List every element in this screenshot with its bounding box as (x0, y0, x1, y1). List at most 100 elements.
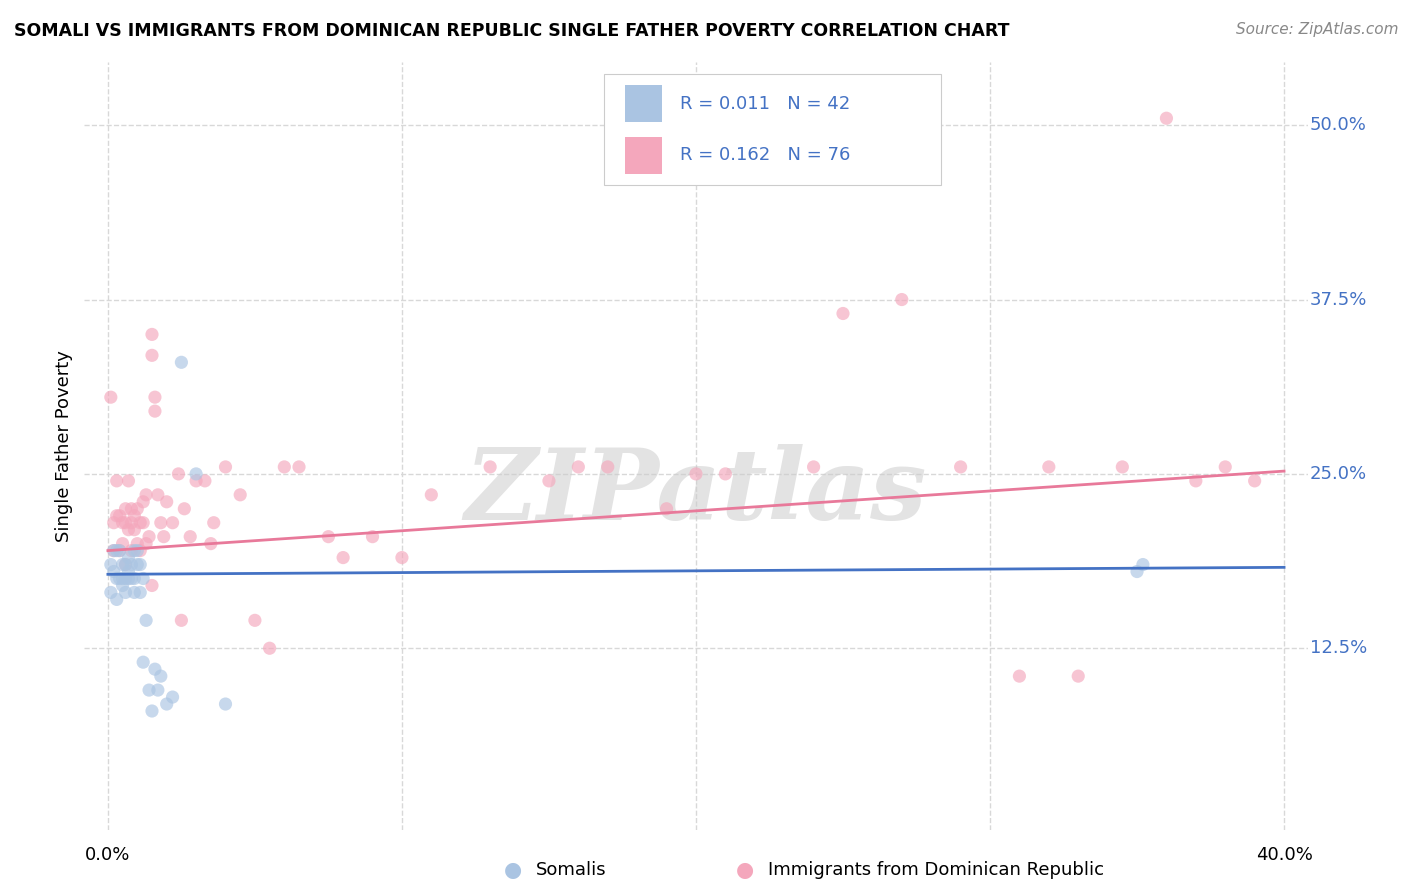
Point (170, 355, 193, 369)
Point (1008, 669, 1031, 683)
Point (141, 578, 163, 592)
Text: 12.5%: 12.5% (1310, 640, 1367, 657)
Point (117, 474, 139, 488)
Point (120, 543, 142, 558)
Point (135, 488, 157, 502)
Point (103, 543, 125, 558)
Text: R = 0.162   N = 76: R = 0.162 N = 76 (681, 146, 851, 164)
Point (127, 543, 149, 558)
Point (685, 467, 707, 481)
Point (214, 459, 236, 474)
Point (103, 565, 125, 579)
Point (1067, 669, 1090, 683)
Point (141, 704, 163, 718)
Point (117, 523, 139, 537)
Point (117, 572, 139, 586)
Text: ZIPatlas: ZIPatlas (465, 444, 927, 541)
Point (200, 536, 222, 550)
Point (138, 683, 160, 698)
Bar (626, 136, 662, 174)
Point (156, 697, 179, 711)
Point (152, 530, 174, 544)
Point (149, 516, 172, 530)
Point (143, 404, 166, 418)
Point (105, 508, 128, 523)
Point (890, 293, 912, 307)
Point (120, 572, 142, 586)
Point (141, 348, 163, 362)
Point (146, 683, 169, 698)
Point (105, 592, 128, 607)
Text: Source: ZipAtlas.com: Source: ZipAtlas.com (1236, 22, 1399, 37)
Point (105, 572, 128, 586)
Point (120, 501, 142, 516)
Point (141, 327, 163, 342)
Point (111, 536, 134, 550)
Point (229, 488, 252, 502)
Point (111, 572, 134, 586)
Point (111, 578, 134, 592)
Point (949, 459, 972, 474)
Point (143, 662, 166, 676)
Point (114, 585, 136, 599)
Point (120, 558, 142, 572)
Point (1111, 459, 1133, 474)
Y-axis label: Single Father Poverty: Single Father Poverty (55, 350, 73, 542)
Point (132, 516, 155, 530)
Point (149, 669, 172, 683)
Point (108, 508, 131, 523)
Point (132, 572, 155, 586)
Point (135, 613, 157, 627)
Point (143, 390, 166, 404)
Text: 50.0%: 50.0% (1310, 116, 1367, 134)
Point (114, 572, 136, 586)
Point (108, 572, 131, 586)
Point (537, 474, 560, 488)
Point (129, 543, 152, 558)
Point (124, 508, 146, 523)
Point (567, 459, 589, 474)
Point (127, 558, 149, 572)
Point (114, 558, 136, 572)
Point (803, 459, 825, 474)
Point (1243, 474, 1265, 488)
Point (179, 530, 201, 544)
Point (127, 536, 149, 550)
FancyBboxPatch shape (605, 74, 941, 186)
Point (1038, 459, 1060, 474)
Point (596, 459, 619, 474)
Point (120, 516, 142, 530)
Point (714, 467, 737, 481)
Point (479, 459, 502, 474)
Point (1132, 558, 1154, 572)
Point (332, 550, 354, 565)
Text: ●: ● (737, 860, 754, 880)
Point (100, 585, 122, 599)
Text: Somalis: Somalis (536, 861, 606, 879)
Point (214, 697, 236, 711)
Text: 0.0%: 0.0% (86, 847, 131, 864)
Point (243, 613, 266, 627)
Point (124, 543, 146, 558)
Text: R = 0.011   N = 42: R = 0.011 N = 42 (681, 95, 851, 113)
Point (1185, 474, 1208, 488)
Bar (626, 86, 662, 122)
Point (127, 501, 149, 516)
Point (1156, 112, 1178, 126)
Point (111, 516, 134, 530)
Point (105, 474, 128, 488)
Point (129, 516, 152, 530)
Point (146, 488, 169, 502)
Point (832, 306, 855, 320)
Point (129, 558, 152, 572)
Point (108, 543, 131, 558)
Point (655, 501, 678, 516)
Point (114, 501, 136, 516)
Point (135, 536, 157, 550)
Text: 25.0%: 25.0% (1310, 465, 1367, 483)
Point (111, 558, 134, 572)
Point (114, 516, 136, 530)
Point (108, 543, 131, 558)
Text: Immigrants from Dominican Republic: Immigrants from Dominican Republic (768, 861, 1104, 879)
Point (129, 585, 152, 599)
